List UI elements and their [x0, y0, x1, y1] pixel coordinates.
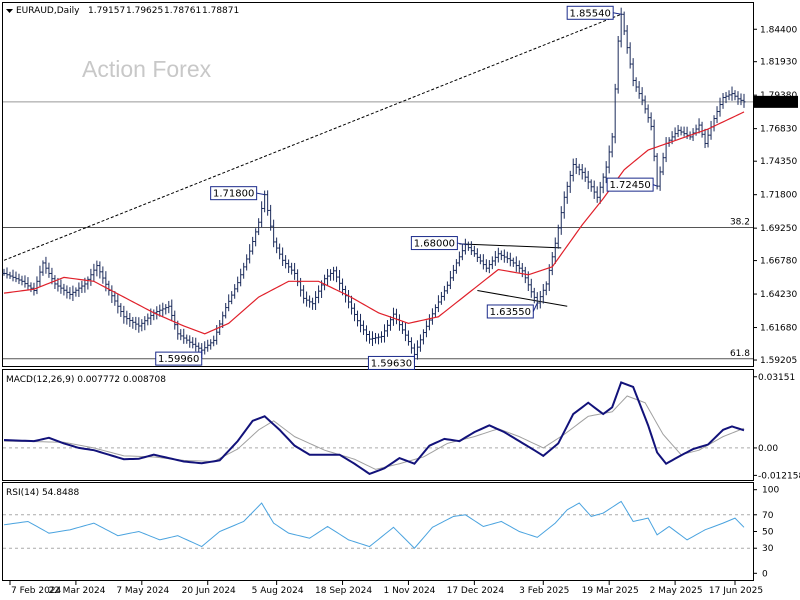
- date-axis-label: 7 May 2024: [116, 586, 169, 596]
- date-axis-label: 2 May 2025: [650, 586, 703, 596]
- rsi-label: RSI(14) 54.8488: [6, 488, 79, 498]
- close-value: 1.78871: [202, 6, 239, 16]
- price-axis-label: 1.61680: [760, 324, 797, 334]
- open-value: 1.79157: [88, 6, 125, 16]
- current-price-tag: [754, 95, 798, 108]
- date-axis-label: 22 Mar 2024: [48, 586, 105, 596]
- rsi-line: [3, 500, 745, 549]
- moving-average-line: [3, 111, 745, 335]
- price-callout-label: 1.72450: [609, 180, 650, 191]
- price-callout-leader: [613, 12, 622, 15]
- collapse-arrow-icon: [6, 9, 13, 13]
- price-callout-leader: [457, 242, 466, 246]
- macd-label: MACD(12,26,9) 0.007772 0.008708: [6, 375, 166, 385]
- fib-level-label: 38.2: [730, 217, 750, 227]
- price-callout-label: 1.59960: [158, 354, 199, 365]
- price-axis-label: 1.66780: [760, 257, 797, 267]
- price-axis-label: 1.84400: [760, 25, 797, 35]
- macd-plot: MACD(12,26,9) 0.007772 0.008708: [3, 375, 753, 476]
- macd-signal-line: [3, 395, 745, 470]
- macd-axis-label: 0.03151: [758, 373, 795, 383]
- price-axis-label: 1.81930: [760, 58, 797, 68]
- price-callout-label: 1.68000: [414, 239, 455, 250]
- axes: 1.844001.819301.793801.768301.743501.718…: [9, 25, 800, 596]
- symbol-label: EURAUD,Daily: [16, 6, 80, 16]
- price-header: EURAUD,Daily 1.79157 1.79625 1.78761 1.7…: [6, 6, 239, 16]
- date-axis-label: 1 Nov 2024: [383, 586, 435, 596]
- price-axis-label: 1.71800: [760, 191, 797, 201]
- macd-axis-label: 0.00: [758, 444, 778, 454]
- date-axis-label: 18 Sep 2024: [315, 586, 372, 596]
- date-axis-label: 20 Jun 2024: [182, 586, 236, 596]
- date-axis-label: 19 Mar 2025: [582, 586, 639, 596]
- date-axis-label: 3 Feb 2025: [519, 586, 569, 596]
- date-axis-label: 17 Jun 2025: [709, 586, 763, 596]
- trend-line-dashed: [3, 13, 622, 261]
- price-callout-leader: [256, 192, 265, 196]
- rsi-axis-label: 70: [762, 511, 774, 521]
- price-callout-label: 1.59630: [371, 358, 412, 369]
- rsi-panel-frame: [2, 482, 754, 581]
- wedge-lower-line: [477, 290, 568, 307]
- price-axis-label: 1.69250: [760, 224, 797, 234]
- price-plot: 38.2 61.8 1.85540 1.71800 1.68000 1.63550 1.72…: [2, 5, 753, 370]
- date-axis-label: 17 Dec 2024: [447, 586, 505, 596]
- price-axis-label: 1.76830: [760, 125, 797, 135]
- rsi-axis-label: 100: [762, 486, 779, 496]
- price-callout-leader: [652, 184, 658, 187]
- macd-line: [3, 381, 745, 476]
- macd-panel-frame: [2, 369, 754, 481]
- current-price-tag-label: 1.78871: [757, 98, 794, 108]
- rsi-axis-label: 0: [762, 569, 768, 579]
- price-axis-label: 1.74350: [760, 157, 797, 167]
- price-axis-label: 1.64230: [760, 290, 797, 300]
- macd-axis-label: -0.012158: [758, 471, 800, 481]
- price-axis-label: 1.59205: [760, 356, 797, 366]
- wedge-upper-line: [459, 243, 562, 249]
- low-value: 1.78761: [164, 6, 201, 16]
- date-axis-label: 7 Feb 2024: [11, 586, 62, 596]
- date-axis-label: 5 Aug 2024: [252, 586, 304, 596]
- price-callout-label: 1.63550: [490, 307, 531, 318]
- price-callout-label: 1.71800: [213, 189, 254, 200]
- price-callout-label: 1.85540: [569, 8, 610, 19]
- rsi-axis-label: 50: [762, 528, 774, 538]
- price-callout-leader: [532, 302, 538, 312]
- high-value: 1.79625: [126, 6, 163, 16]
- watermark-text: Action Forex: [82, 56, 212, 82]
- rsi-axis-label: 30: [762, 544, 774, 554]
- rsi-plot: RSI(14) 54.8488: [3, 488, 753, 549]
- fib-level-label: 61.8: [730, 349, 750, 359]
